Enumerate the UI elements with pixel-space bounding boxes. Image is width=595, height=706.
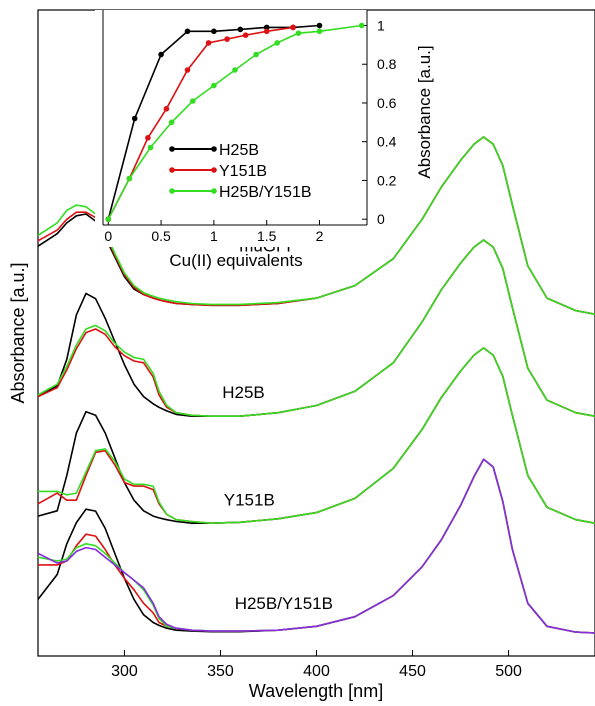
inset-point-y151b — [184, 67, 191, 73]
inset-point-y151b — [163, 106, 170, 112]
main-x-tick-label: 300 — [111, 663, 138, 680]
legend-marker-h25b-y151b — [211, 188, 217, 194]
inset-line-y151b — [107, 26, 294, 220]
inset-point-h25b-y151b — [253, 51, 259, 58]
inset-point-h25b-y151b — [274, 40, 281, 46]
main-sample-labels: muGFPH25BY151BH25B/Y151B — [222, 236, 333, 613]
inset-point-h25b-y151b — [316, 28, 323, 35]
inset-point-h25b — [263, 24, 270, 31]
inset-y-tick-label: 0 — [377, 211, 385, 227]
inset-background — [95, 10, 367, 247]
inset-point-h25b — [237, 26, 244, 33]
main-x-axis: 300 350 400 450 500 — [111, 650, 522, 680]
main-x-tick-label: 450 — [399, 663, 426, 680]
inset-y-tick-label: 0.4 — [377, 134, 397, 150]
inset-point-y151b — [205, 40, 212, 46]
inset-point-h25b-y151b — [147, 144, 154, 151]
legend-label-h25b: H25B — [219, 142, 259, 159]
inset-x-tick-label: 1.5 — [257, 228, 277, 244]
main-series-group — [37, 136, 595, 634]
main-x-tick-label: 400 — [303, 663, 330, 680]
legend-item-h25b: H25B — [169, 142, 259, 159]
spectrum-y151b-cu — [37, 347, 595, 524]
legend-marker-h25b — [169, 146, 175, 152]
spectrum-h25b-cu-green — [37, 239, 595, 417]
spectrum-y151b-cu-green — [38, 347, 595, 524]
legend-marker-y151b — [211, 167, 217, 173]
inset-x-tick-label: 0.5 — [151, 228, 171, 244]
inset-x-axis-label: Cu(II) equivalents — [169, 251, 302, 270]
inset-point-h25b — [131, 115, 138, 122]
inset-point-h25b-y151b — [211, 82, 217, 89]
main-x-axis-label: Wavelength [nm] — [249, 681, 383, 701]
legend-marker-y151b — [169, 167, 175, 173]
inset-point-h25b-y151b — [358, 22, 365, 29]
inset-point-h25b-y151b — [232, 67, 238, 73]
sample-label-h25b: H25B — [222, 383, 265, 402]
inset-point-y151b — [145, 135, 151, 141]
inset-x-tick-label: 2 — [316, 228, 324, 244]
inset-point-h25b-y151b — [168, 119, 175, 126]
inset-point-h25b-y151b — [105, 216, 112, 222]
inset-legend: H25B Y151B H25B/Y151B — [169, 142, 312, 201]
inset-x-tick-label: 1 — [210, 228, 218, 244]
inset-point-h25b — [211, 28, 217, 35]
inset-y-tick-label: 1 — [377, 17, 385, 33]
inset-point-y151b — [290, 24, 296, 31]
inset-y-tick-label: 0.6 — [377, 95, 397, 111]
inset-point-h25b — [184, 28, 191, 35]
inset-point-y151b — [263, 28, 270, 35]
inset-y-axis-label: Absorbance [a.u.] — [415, 45, 434, 178]
legend-marker-h25b-y151b — [169, 188, 175, 194]
inset-x-tick-label: 0 — [104, 228, 112, 244]
inset-line-h25b-y151b — [107, 24, 362, 220]
inset-x-ticks: 0 0.5 1 1.5 2 — [104, 220, 324, 244]
inset-point-h25b-y151b — [295, 30, 302, 36]
inset-y-tick-label: 0.8 — [377, 56, 397, 72]
inset-point-y151b — [224, 36, 230, 42]
legend-item-y151b: Y151B — [169, 163, 267, 180]
legend-marker-h25b — [211, 146, 217, 152]
main-y-axis-label: Absorbance [a.u.] — [8, 262, 28, 403]
inset-point-h25b — [316, 22, 323, 29]
spectrum-y151b-cu-red — [37, 347, 595, 524]
sample-label-h25b-y151b: H25B/Y151B — [235, 594, 333, 613]
inset-series-group — [105, 22, 365, 222]
inset-y-ticks: 0 0.2 0.4 0.6 0.8 1 — [362, 17, 397, 227]
spectrum-h25b-y151b-cu-purple — [37, 458, 595, 634]
inset-axes — [102, 10, 368, 226]
legend-label-h25b-y151b: H25B/Y151B — [219, 184, 312, 201]
inset-point-h25b-y151b — [190, 98, 196, 104]
main-x-tick-label: 500 — [495, 663, 522, 680]
main-x-tick-label: 350 — [207, 663, 234, 680]
inset-point-h25b-y151b — [126, 175, 133, 182]
inset-point-h25b — [158, 51, 164, 58]
sample-label-y151b: Y151B — [224, 490, 275, 509]
inset-y-tick-label: 0.2 — [377, 172, 397, 188]
inset-point-y151b — [242, 32, 249, 38]
legend-item-h25b-y151b: H25B/Y151B — [169, 184, 312, 201]
legend-label-y151b: Y151B — [219, 163, 267, 180]
